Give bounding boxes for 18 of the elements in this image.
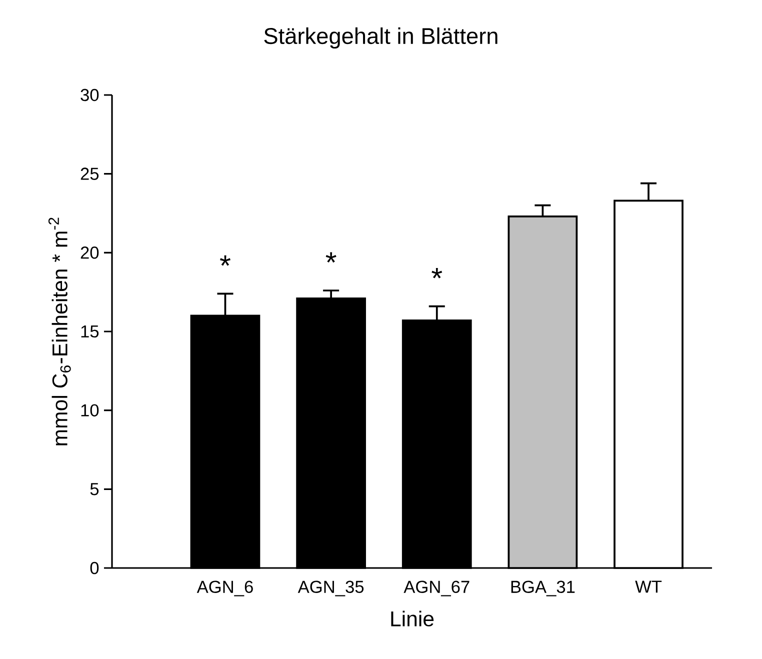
x-axis-title: Linie xyxy=(391,610,434,626)
x-tick-label: AGN_6 xyxy=(196,580,253,596)
x-tick-label: BGA_31 xyxy=(511,580,575,596)
y-tick-label: 30 xyxy=(80,88,99,102)
x-tick-label: AGN_67 xyxy=(404,580,470,596)
y-tick-label: 15 xyxy=(81,325,99,338)
x-tick-label: AGN_35 xyxy=(298,580,364,596)
annotation: * xyxy=(220,255,230,266)
y-tick-label: 0 xyxy=(90,562,99,574)
y-tick-label: 10 xyxy=(81,404,99,416)
y-tick-label: 25 xyxy=(80,168,99,180)
chart-title: Stärkegehalt in Blättern xyxy=(264,27,498,49)
x-tick-label: WT xyxy=(635,580,662,593)
annotation: * xyxy=(432,268,442,278)
y-axis-title: mmol C$_{6}$-Einheiten * m$^{-2}$ xyxy=(48,218,71,446)
y-tick-label: 5 xyxy=(90,483,99,496)
annotation: * xyxy=(326,252,336,263)
y-tick-label: 20 xyxy=(80,246,99,259)
